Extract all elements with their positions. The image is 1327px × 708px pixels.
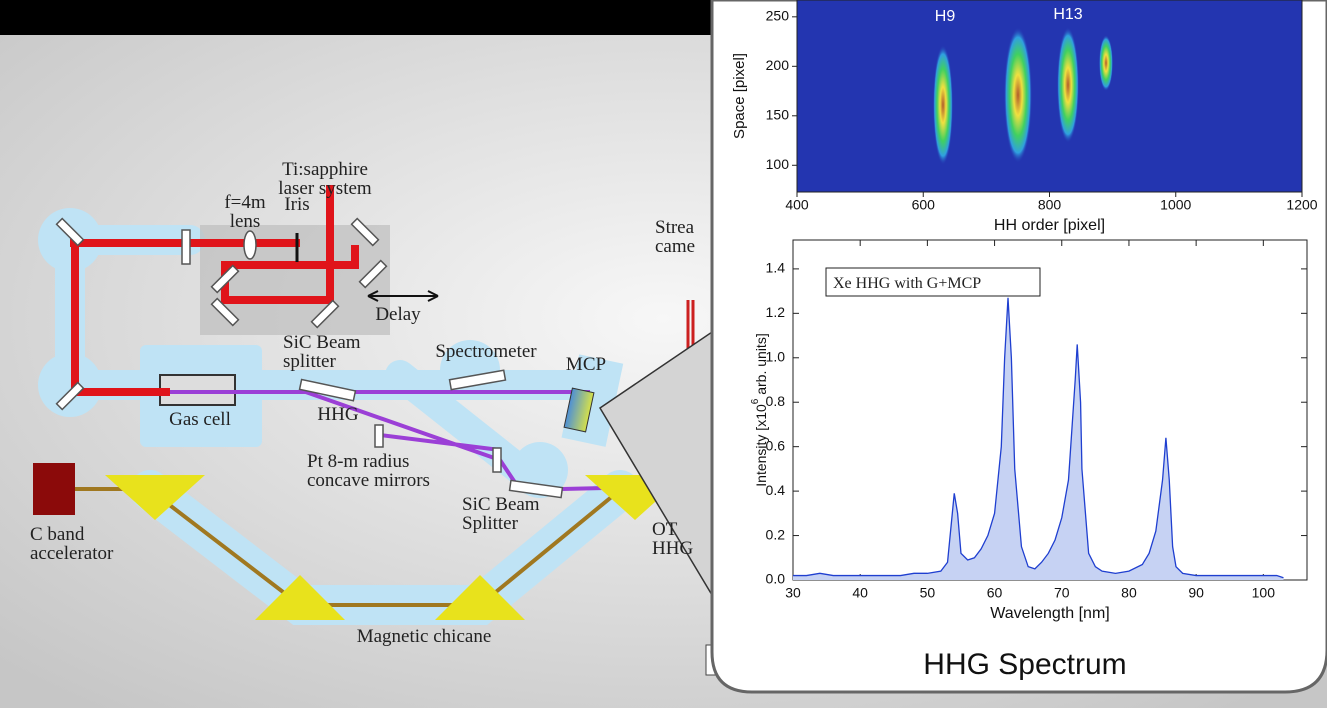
diagram-label: Pt 8-m radius <box>307 451 409 472</box>
diagram-label: splitter <box>283 351 336 372</box>
y-tick-label: 250 <box>766 8 790 24</box>
diagram-label: SiC Beam <box>283 332 361 353</box>
diagram-label: Iris <box>284 194 309 215</box>
y-tick-label: 150 <box>766 106 790 122</box>
x-tick-label: 70 <box>1054 585 1070 601</box>
diagram-label: OT <box>652 519 678 540</box>
diagram-label: Spectrometer <box>435 341 537 362</box>
caption: HHG Spectrum <box>923 648 1126 681</box>
diagram-label: Gas cell <box>169 409 231 430</box>
diagram-label: HHG <box>652 538 693 559</box>
x-tick-label: 100 <box>1252 585 1276 601</box>
y-axis-label-part: Intensity [x10 <box>753 404 769 487</box>
diagram-label: C band <box>30 524 85 545</box>
x-tick-label: 1000 <box>1160 197 1191 213</box>
diagram-label: Strea <box>655 217 695 238</box>
x-tick-label: 40 <box>852 585 868 601</box>
x-axis-label: Wavelength [nm] <box>990 605 1109 622</box>
annotation: H9 <box>935 8 956 25</box>
diagram-label: came <box>655 236 695 257</box>
y-axis-label-part: arb. units] <box>753 333 769 398</box>
x-tick-label: 1200 <box>1286 197 1317 213</box>
title-band <box>0 0 712 35</box>
diagram-label: Ti:sapphire <box>282 159 368 180</box>
annotation: H13 <box>1053 6 1082 23</box>
y-tick-label: 1.2 <box>766 304 786 320</box>
image-plot <box>797 0 1302 192</box>
diagram-label: SiC Beam <box>462 494 540 515</box>
y-tick-label: 0.0 <box>766 571 786 587</box>
diagram-label: concave mirrors <box>307 470 430 491</box>
x-tick-label: 80 <box>1121 585 1137 601</box>
diagram-label: Splitter <box>462 513 519 534</box>
diagram-label: Magnetic chicane <box>357 626 492 647</box>
x-tick-label: 400 <box>785 197 809 213</box>
y-axis-label: Space [pixel] <box>731 53 748 139</box>
diagram-label: Delay <box>375 304 421 325</box>
diagram-label: HHG <box>317 404 358 425</box>
x-tick-label: 800 <box>1038 197 1062 213</box>
diagram-label: MCP <box>566 354 606 375</box>
x-tick-label: 30 <box>785 585 801 601</box>
legend-label: Xe HHG with G+MCP <box>833 275 981 292</box>
x-tick-label: 60 <box>987 585 1003 601</box>
y-tick-label: 100 <box>766 156 790 172</box>
x-tick-label: 50 <box>920 585 936 601</box>
x-tick-label: 90 <box>1188 585 1204 601</box>
diagram-label: accelerator <box>30 543 114 564</box>
diagram-label: lens <box>230 211 261 232</box>
y-tick-label: 1.4 <box>766 260 786 276</box>
y-tick-label: 0.2 <box>766 526 786 542</box>
x-axis-label: HH order [pixel] <box>994 217 1105 234</box>
diagram-label: f=4m <box>224 192 266 213</box>
x-tick-label: 600 <box>912 197 936 213</box>
y-axis-label: Intensity [x106 arb. units] <box>750 333 769 486</box>
y-tick-label: 200 <box>766 57 790 73</box>
slide: Ti:sapphirelaser systemf=4mlensIrisDelay… <box>0 0 1327 708</box>
